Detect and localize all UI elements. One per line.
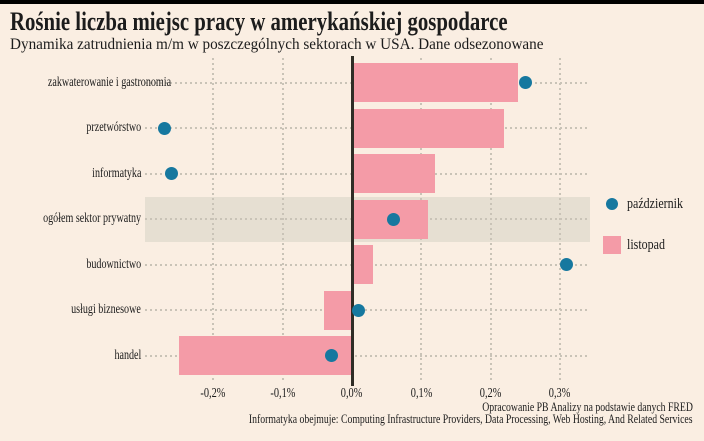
x-tick-label: 0,1%: [410, 386, 433, 401]
chart-subtitle: Dynamika zatrudnienia m/m w poszczególny…: [10, 36, 544, 53]
category-label: usługi biznesowe: [71, 302, 141, 318]
legend-november-swatch-marker: [603, 236, 621, 254]
bar-listopad: [352, 245, 373, 285]
dot-pazdziernik: [387, 212, 401, 226]
row-gridline: [145, 354, 590, 357]
footer-source: Opracowanie PB Analizy na podstawie dany…: [482, 399, 693, 414]
row-gridline: [145, 309, 590, 312]
bar-listopad: [352, 154, 436, 194]
category-label: informatyka: [91, 165, 141, 181]
x-tick-label: -0,1%: [270, 386, 296, 401]
footer-note: Informatyka obejmuje: Computing Infrastr…: [249, 411, 693, 426]
category-label: handel: [114, 347, 141, 363]
legend-october-dot-marker: [606, 198, 618, 210]
bar-listopad: [178, 336, 352, 376]
x-tick-label: -0,2%: [200, 386, 226, 401]
legend-october-label: październik: [627, 196, 683, 212]
category-label: budownictwo: [86, 256, 141, 272]
dot-pazdziernik: [352, 303, 366, 317]
dot-pazdziernik: [518, 76, 532, 90]
bar-listopad: [352, 108, 505, 148]
dot-pazdziernik: [324, 349, 338, 363]
footer: Opracowanie PB Analizy na podstawie dany…: [101, 399, 693, 426]
bar-listopad: [324, 290, 352, 330]
x-tick-label: 0,3%: [549, 386, 571, 401]
zero-axis-line: [350, 56, 354, 386]
legend-november-label: listopad: [627, 237, 665, 253]
category-label: przetwórstwo: [86, 120, 141, 136]
x-tick-label: 0,2%: [479, 386, 502, 401]
x-tick-label: 0,0%: [341, 386, 363, 401]
bar-listopad: [352, 63, 519, 103]
dot-pazdziernik: [560, 258, 574, 272]
top-border: [0, 0, 704, 4]
chart-title: Rośnie liczba miejsc pracy w amerykański…: [10, 7, 508, 36]
category-label: zakwaterowanie i gastronomia: [47, 74, 172, 90]
category-label: ogółem sektor prywatny: [43, 211, 141, 227]
dot-pazdziernik: [165, 167, 179, 181]
dot-pazdziernik: [158, 121, 172, 135]
